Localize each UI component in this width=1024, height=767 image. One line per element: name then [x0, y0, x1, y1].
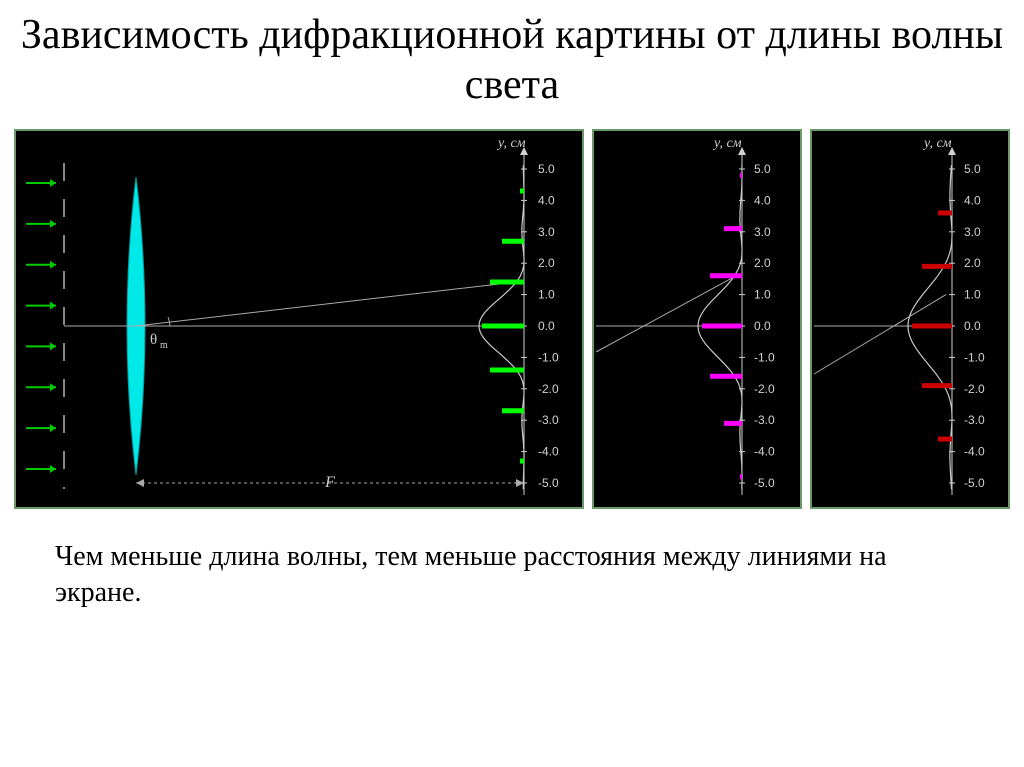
- svg-text:1.0: 1.0: [538, 287, 555, 301]
- svg-text:2.0: 2.0: [964, 256, 981, 270]
- svg-text:-1.0: -1.0: [754, 350, 775, 364]
- svg-text:1.0: 1.0: [964, 287, 981, 301]
- svg-text:-4.0: -4.0: [538, 444, 559, 458]
- svg-text:y, см: y, см: [922, 136, 952, 151]
- svg-text:-5.0: -5.0: [538, 476, 559, 490]
- svg-text:F: F: [324, 474, 335, 491]
- svg-text:0.0: 0.0: [538, 319, 555, 333]
- svg-text:5.0: 5.0: [754, 162, 771, 176]
- diagram-right: y, см 5.0 4.0 3.0 2.0 1.0 0.0 -1.0 -2.0 -3.0 -4.0 -…: [812, 131, 1012, 511]
- svg-text:-2.0: -2.0: [754, 382, 775, 396]
- svg-text:5.0: 5.0: [964, 162, 981, 176]
- diagram-main: y, см 5.0 4.0 3.0 2.0 1.0 0.0 -1.0 -2.0 -3.0 -4.0 -…: [16, 131, 586, 511]
- svg-text:-3.0: -3.0: [964, 413, 985, 427]
- svg-text:3.0: 3.0: [964, 225, 981, 239]
- svg-text:-4.0: -4.0: [964, 444, 985, 458]
- svg-text:-2.0: -2.0: [538, 382, 559, 396]
- svg-text:-5.0: -5.0: [964, 476, 985, 490]
- svg-text:1.0: 1.0: [754, 287, 771, 301]
- svg-text:θ: θ: [150, 332, 157, 348]
- svg-text:-2.0: -2.0: [964, 382, 985, 396]
- svg-text:3.0: 3.0: [538, 225, 555, 239]
- svg-text:4.0: 4.0: [538, 193, 555, 207]
- svg-text:3.0: 3.0: [754, 225, 771, 239]
- svg-text:5.0: 5.0: [538, 162, 555, 176]
- svg-text:y, см: y, см: [712, 136, 742, 151]
- svg-text:-3.0: -3.0: [538, 413, 559, 427]
- svg-text:-1.0: -1.0: [538, 350, 559, 364]
- svg-text:-1.0: -1.0: [964, 350, 985, 364]
- caption-text: Чем меньше длина волны, тем меньше расст…: [55, 539, 954, 612]
- svg-text:0.0: 0.0: [964, 319, 981, 333]
- svg-text:4.0: 4.0: [964, 193, 981, 207]
- slide-title: Зависимость дифракционной картины от дли…: [20, 10, 1004, 111]
- svg-text:-3.0: -3.0: [754, 413, 775, 427]
- panel-right: y, см 5.0 4.0 3.0 2.0 1.0 0.0 -1.0 -2.0 -3.0 -4.0 -…: [810, 129, 1010, 509]
- svg-text:y, см: y, см: [496, 136, 526, 151]
- svg-text:m: m: [160, 340, 168, 351]
- panel-mid: y, см 5.0 4.0 3.0 2.0 1.0 0.0 -1.0 -2.0 -3.0 -4.0 -…: [592, 129, 802, 509]
- diagram-mid: y, см 5.0 4.0 3.0 2.0 1.0 0.0 -1.0 -2.0 -3.0 -4.0 -…: [594, 131, 804, 511]
- panels-row: y, см 5.0 4.0 3.0 2.0 1.0 0.0 -1.0 -2.0 -3.0 -4.0 -…: [20, 129, 1004, 509]
- svg-text:2.0: 2.0: [754, 256, 771, 270]
- svg-text:-5.0: -5.0: [754, 476, 775, 490]
- svg-text:-4.0: -4.0: [754, 444, 775, 458]
- svg-text:4.0: 4.0: [754, 193, 771, 207]
- panel-main: y, см 5.0 4.0 3.0 2.0 1.0 0.0 -1.0 -2.0 -3.0 -4.0 -…: [14, 129, 584, 509]
- svg-text:0.0: 0.0: [754, 319, 771, 333]
- svg-text:2.0: 2.0: [538, 256, 555, 270]
